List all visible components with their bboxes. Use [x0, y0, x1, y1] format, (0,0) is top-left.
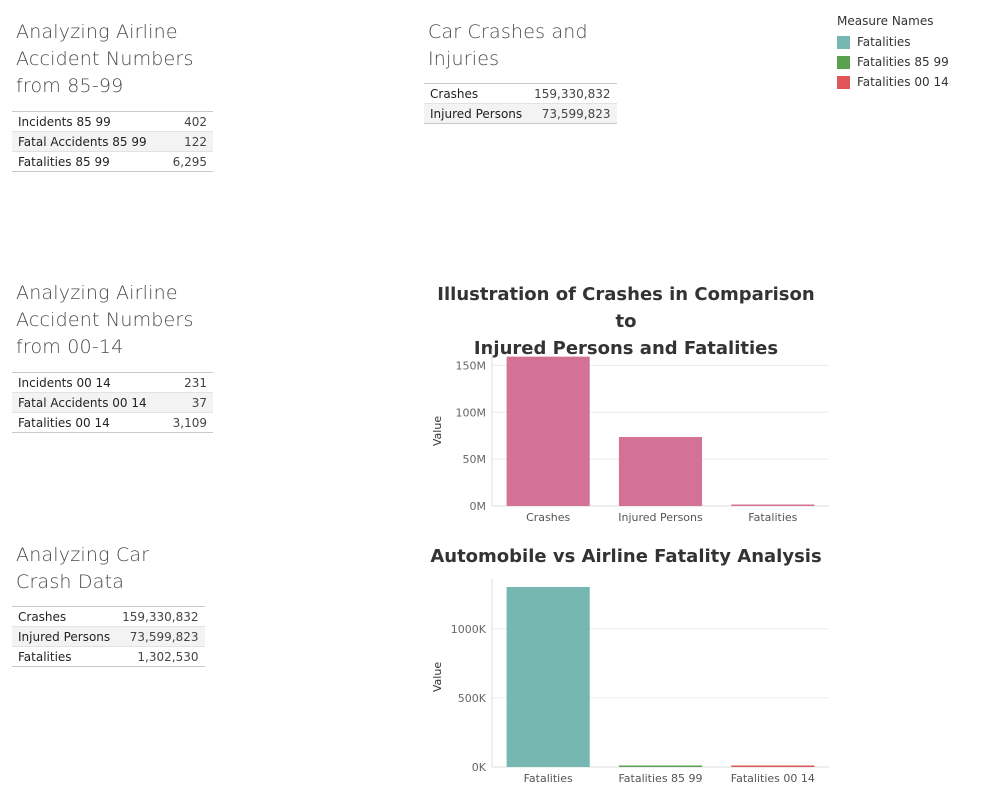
legend: Measure Names Fatalities Fatalities 85 9… — [837, 14, 949, 92]
row-value: 159,330,832 — [116, 606, 205, 627]
x-tick-label: Fatalities — [524, 772, 573, 785]
y-tick-label: 0K — [472, 761, 487, 774]
legend-swatch — [837, 75, 850, 89]
y-tick-label: 100M — [456, 406, 487, 419]
car-crash-data-table: Crashes 159,330,832 Injured Persons 73,599… — [12, 606, 205, 667]
table-row[interactable]: Fatalities 00 14 3,109 — [12, 412, 213, 433]
row-value: 231 — [163, 372, 213, 393]
legend-title: Measure Names — [837, 14, 934, 28]
y-axis-label: Value — [431, 416, 444, 446]
legend-swatch — [837, 55, 850, 69]
y-tick-label: 1000K — [451, 623, 487, 636]
bar[interactable] — [618, 765, 703, 768]
row-value: 3,109 — [163, 412, 213, 433]
row-value: 402 — [163, 111, 213, 132]
table-row[interactable]: Incidents 00 14 231 — [12, 372, 213, 393]
bar[interactable] — [506, 356, 590, 506]
x-tick-label: Fatalities 00 14 — [731, 772, 815, 785]
fatality-analysis-chart: 0K 500K 1000K Value Fatalities Fatalities 85 … — [431, 579, 829, 785]
airline-00-14-title: Analyzing Airline Accident Numbers from … — [16, 282, 194, 358]
airline-85-99-title: Analyzing Airline Accident Numbers from … — [16, 21, 194, 97]
x-tick-label: Crashes — [526, 511, 570, 524]
bar[interactable] — [731, 765, 815, 768]
table-row[interactable]: Fatal Accidents 85 99 122 — [12, 131, 213, 152]
y-tick-label: 500K — [458, 692, 487, 705]
car-crashes-injuries-table: Crashes 159,330,832 Injured Persons 73,599… — [424, 83, 617, 124]
table-row[interactable]: Fatal Accidents 00 14 37 — [12, 392, 213, 413]
row-label: Fatalities 85 99 — [12, 151, 164, 172]
table-row[interactable]: Crashes 159,330,832 — [424, 83, 617, 104]
row-label: Crashes — [424, 83, 529, 104]
y-tick-label: 150M — [456, 359, 487, 372]
bar[interactable] — [506, 587, 590, 767]
row-label: Incidents 00 14 — [12, 372, 164, 393]
row-label: Fatal Accidents 85 99 — [12, 131, 164, 152]
bar[interactable] — [731, 504, 815, 507]
row-label: Fatalities — [12, 646, 117, 667]
row-value: 1,302,530 — [116, 646, 205, 667]
legend-item-fatalities-00-14[interactable]: Fatalities 00 14 — [837, 72, 949, 92]
row-value: 122 — [163, 131, 213, 152]
table-row[interactable]: Fatalities 1,302,530 — [12, 646, 205, 667]
row-value: 6,295 — [163, 151, 213, 172]
legend-item-fatalities-85-99[interactable]: Fatalities 85 99 — [837, 52, 949, 72]
table-row[interactable]: Injured Persons 73,599,823 — [12, 626, 205, 647]
chart-2-title: Automobile vs Airline Fatality Analysis — [430, 546, 822, 567]
row-value: 37 — [163, 392, 213, 413]
row-label: Crashes — [12, 606, 117, 627]
row-value: 73,599,823 — [528, 103, 617, 124]
airline-85-99-table: Incidents 85 99 402 Fatal Accidents 85 99… — [12, 111, 213, 172]
row-label: Incidents 85 99 — [12, 111, 164, 132]
row-value: 73,599,823 — [116, 626, 205, 647]
x-tick-label: Injured Persons — [618, 511, 703, 524]
table-row[interactable]: Incidents 85 99 402 — [12, 111, 213, 132]
row-label: Fatal Accidents 00 14 — [12, 392, 164, 413]
legend-item-fatalities[interactable]: Fatalities — [837, 32, 949, 52]
x-tick-label: Fatalities 85 99 — [618, 772, 702, 785]
table-row[interactable]: Fatalities 85 99 6,295 — [12, 151, 213, 172]
row-value: 159,330,832 — [528, 83, 617, 104]
car-crashes-injuries-title: Car Crashes and Injuries — [428, 21, 588, 70]
y-tick-label: 50M — [463, 453, 487, 466]
table-row[interactable]: Crashes 159,330,832 — [12, 606, 205, 627]
legend-label: Fatalities 85 99 — [857, 55, 949, 69]
row-label: Injured Persons — [424, 103, 529, 124]
y-axis-label: Value — [431, 662, 444, 692]
legend-swatch — [837, 35, 850, 49]
y-tick-label: 0M — [470, 500, 487, 513]
legend-label: Fatalities 00 14 — [857, 75, 949, 89]
row-label: Injured Persons — [12, 626, 117, 647]
legend-label: Fatalities — [857, 35, 911, 49]
row-label: Fatalities 00 14 — [12, 412, 164, 433]
crashes-comparison-chart: 0M 50M 100M 150M Value Crashes Injured Persons… — [431, 348, 829, 524]
bar[interactable] — [618, 437, 703, 506]
x-tick-label: Fatalities — [748, 511, 797, 524]
airline-00-14-table: Incidents 00 14 231 Fatal Accidents 00 14… — [12, 372, 213, 433]
car-crash-data-title: Analyzing Car Crash Data — [16, 544, 150, 593]
table-row[interactable]: Injured Persons 73,599,823 — [424, 103, 617, 124]
